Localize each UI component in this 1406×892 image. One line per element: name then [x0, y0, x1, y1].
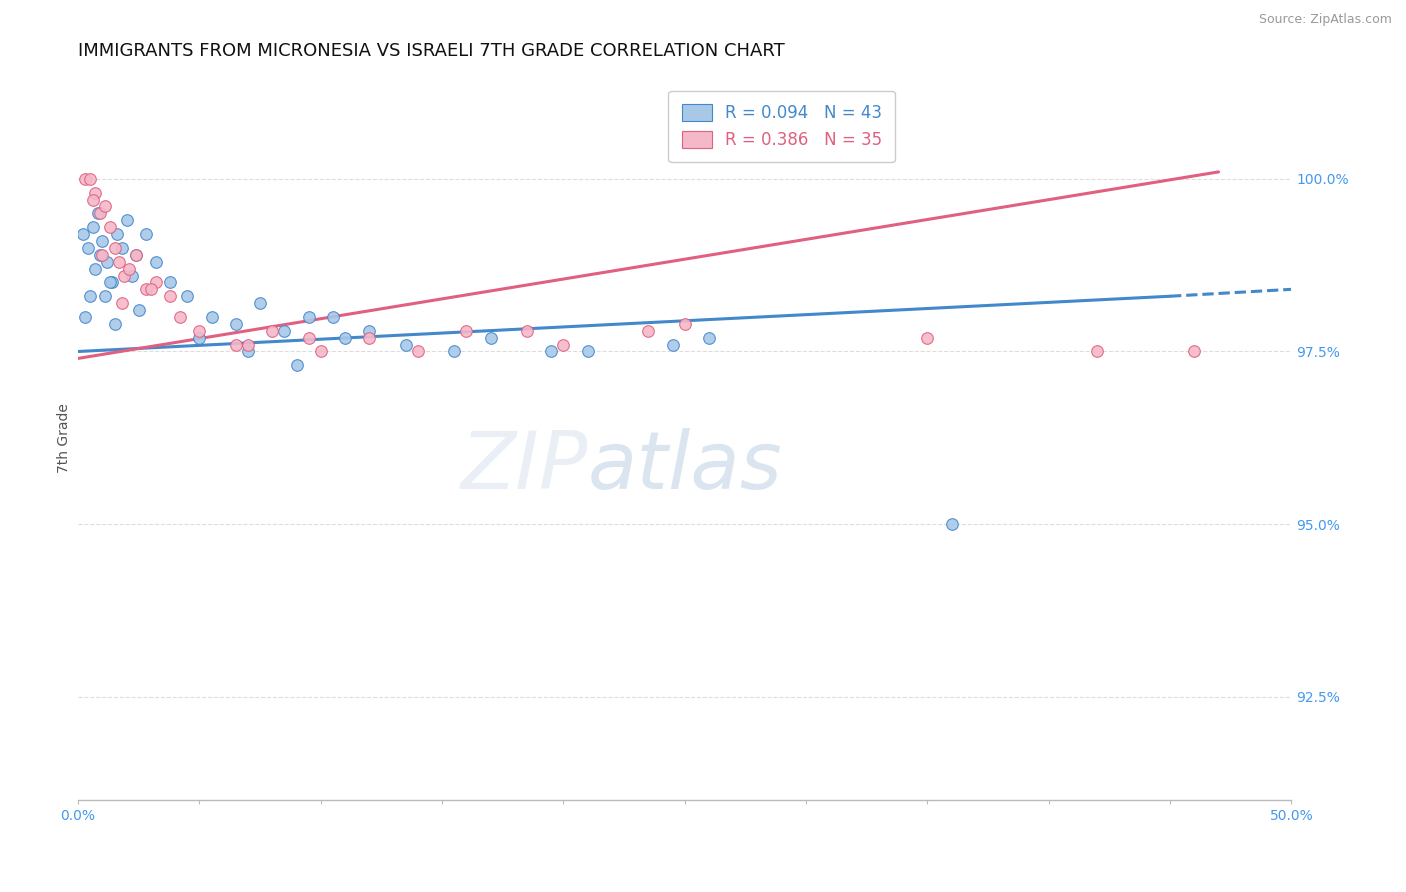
Point — [553, 337, 575, 351]
Point — [479, 331, 502, 345]
Point — [75, 171, 97, 186]
Point — [661, 337, 683, 351]
Point — [249, 296, 271, 310]
Point — [111, 296, 134, 310]
Point — [1085, 344, 1108, 359]
Point — [576, 344, 599, 359]
Point — [456, 324, 478, 338]
Point — [176, 289, 198, 303]
Point — [128, 303, 150, 318]
Y-axis label: 7th Grade: 7th Grade — [58, 403, 72, 473]
Point — [159, 289, 181, 303]
Point — [359, 324, 381, 338]
Point — [111, 241, 134, 255]
Point — [118, 261, 141, 276]
Point — [309, 344, 332, 359]
Point — [98, 276, 121, 290]
Point — [673, 317, 696, 331]
Point — [105, 227, 128, 241]
Point — [112, 268, 135, 283]
Point — [72, 227, 94, 241]
Point — [273, 324, 295, 338]
Point — [359, 331, 381, 345]
Point — [159, 276, 181, 290]
Text: ZIP: ZIP — [460, 428, 588, 506]
Point — [225, 337, 247, 351]
Point — [236, 344, 259, 359]
Point — [89, 248, 111, 262]
Legend: R = 0.094   N = 43, R = 0.386   N = 35: R = 0.094 N = 43, R = 0.386 N = 35 — [668, 91, 896, 162]
Point — [637, 324, 659, 338]
Point — [103, 317, 125, 331]
Point — [188, 331, 211, 345]
Point — [125, 248, 148, 262]
Point — [139, 282, 162, 296]
Point — [169, 310, 191, 324]
Point — [697, 331, 720, 345]
Point — [200, 310, 222, 324]
Point — [225, 317, 247, 331]
Point — [82, 220, 104, 235]
Point — [941, 517, 963, 532]
Point — [406, 344, 429, 359]
Point — [82, 193, 104, 207]
Point — [98, 220, 121, 235]
Point — [1182, 344, 1205, 359]
Point — [188, 324, 211, 338]
Text: atlas: atlas — [588, 428, 782, 506]
Point — [89, 206, 111, 220]
Point — [333, 331, 356, 345]
Point — [917, 331, 939, 345]
Point — [540, 344, 562, 359]
Point — [298, 310, 321, 324]
Point — [96, 254, 118, 268]
Point — [236, 337, 259, 351]
Point — [108, 254, 131, 268]
Point — [94, 289, 117, 303]
Point — [125, 248, 148, 262]
Point — [75, 310, 97, 324]
Point — [135, 282, 157, 296]
Point — [84, 186, 107, 200]
Point — [79, 171, 101, 186]
Point — [84, 261, 107, 276]
Text: Source: ZipAtlas.com: Source: ZipAtlas.com — [1258, 13, 1392, 27]
Point — [94, 199, 117, 213]
Point — [91, 248, 114, 262]
Point — [145, 254, 167, 268]
Point — [115, 213, 138, 227]
Point — [443, 344, 465, 359]
Point — [395, 337, 418, 351]
Point — [145, 276, 167, 290]
Point — [135, 227, 157, 241]
Point — [76, 241, 98, 255]
Point — [101, 276, 124, 290]
Text: IMMIGRANTS FROM MICRONESIA VS ISRAELI 7TH GRADE CORRELATION CHART: IMMIGRANTS FROM MICRONESIA VS ISRAELI 7T… — [79, 42, 785, 60]
Point — [285, 359, 308, 373]
Point — [103, 241, 125, 255]
Point — [91, 234, 114, 248]
Point — [516, 324, 538, 338]
Point — [322, 310, 344, 324]
Point — [121, 268, 143, 283]
Point — [298, 331, 321, 345]
Point — [86, 206, 108, 220]
Point — [262, 324, 284, 338]
Point — [79, 289, 101, 303]
